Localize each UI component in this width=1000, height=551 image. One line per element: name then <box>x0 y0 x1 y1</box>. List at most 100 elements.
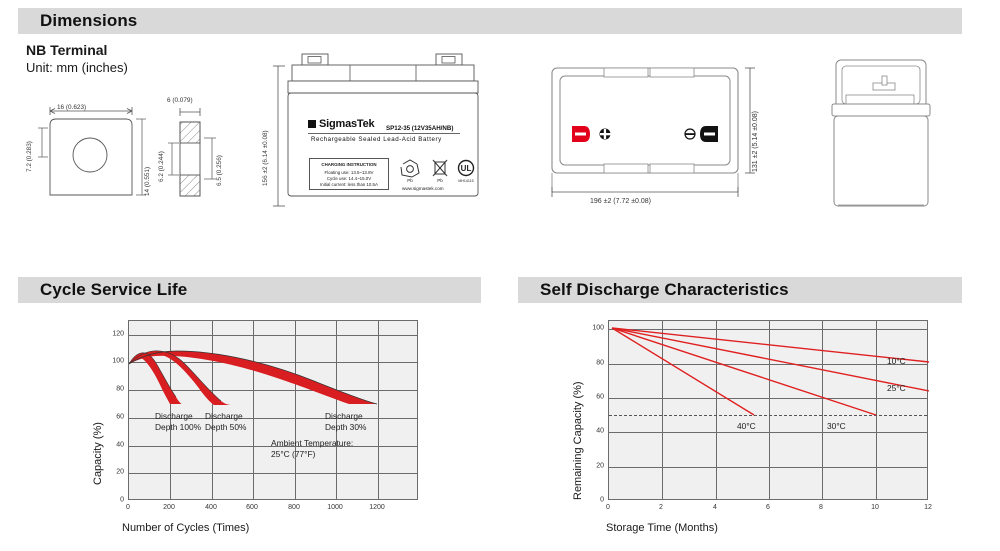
gridline-v <box>876 321 877 499</box>
xtick: 0 <box>606 504 610 511</box>
chart-self-discharge: 10°C 25°C 40°C 30°C 0 20 40 60 80 100 0 … <box>518 310 988 545</box>
ytick: 120 <box>112 330 124 338</box>
battery-subtitle: Rechargeable Sealed Lead-Acid Battery <box>311 136 442 143</box>
charging-instruction-title: CHARGING INSTRUCTION <box>321 162 377 167</box>
section-header-cycle-service-life: Cycle Service Life <box>18 277 481 303</box>
gridline-h <box>609 398 927 399</box>
xtick: 1000 <box>327 504 343 511</box>
annotation-dod-50: Discharge Depth 50% <box>205 411 247 432</box>
ytick: 20 <box>116 468 124 476</box>
terminal-thickness-dim: 6 (0.079) <box>167 97 193 104</box>
battery-website: www.sigmastek.com <box>402 186 444 191</box>
label-40c: 40°C <box>737 421 756 431</box>
line-25c <box>611 327 929 392</box>
gridline-h <box>129 446 417 447</box>
nb-terminal-heading: NB Terminal <box>26 42 108 58</box>
gridline-h <box>609 467 927 468</box>
xtick: 600 <box>246 504 258 511</box>
xtick: 800 <box>288 504 300 511</box>
battery-depth-dim: 131 ±2 (5.14 ±0.08) <box>752 110 759 172</box>
ytick: 80 <box>596 359 604 367</box>
xtick: 0 <box>126 504 130 511</box>
gridline-h <box>129 418 417 419</box>
section-title-cycle-service-life: Cycle Service Life <box>40 280 188 299</box>
gridline-v <box>769 321 770 499</box>
terminal-width-dim: 16 (0.623) <box>57 104 87 111</box>
gridline-h <box>129 335 417 336</box>
outline-dod-100 <box>129 352 177 398</box>
reference-line-50-percent <box>609 415 927 416</box>
section-title-dimensions: Dimensions <box>40 11 138 30</box>
battery-brand: SigmasTek <box>319 118 375 130</box>
ytick: 60 <box>596 393 604 401</box>
certification-marks: Pb Pb UL MH14115 <box>400 159 475 183</box>
svg-text:Pb: Pb <box>407 178 413 183</box>
charging-float-line: Floating use: 13.5~13.8V <box>324 170 374 175</box>
ytick: 100 <box>112 357 124 365</box>
terminal-inner-dim: 6.2 (0.244) <box>158 151 165 182</box>
section-header-dimensions: Dimensions <box>18 8 962 34</box>
battery-model: SP12-35 (12V35AH/NB) <box>386 125 454 132</box>
gridline-v <box>212 321 213 499</box>
xtick: 200 <box>163 504 175 511</box>
gridline-h <box>609 329 927 330</box>
battery-width-dim: 196 ±2 (7.72 ±0.08) <box>590 198 652 205</box>
label-25c: 25°C <box>887 383 906 393</box>
annotation-dod-30: Discharge Depth 30% <box>325 411 367 432</box>
ytick: 40 <box>596 427 604 435</box>
sigmastek-logo-mark <box>308 120 316 128</box>
ytick: 60 <box>116 413 124 421</box>
self-discharge-plot-area: 10°C 25°C 40°C 30°C <box>608 320 929 500</box>
xtick: 4 <box>713 504 717 511</box>
gridline-v <box>336 321 337 499</box>
xtick: 8 <box>819 504 823 511</box>
gridline-v <box>295 321 296 499</box>
terminal-side-view-drawing <box>168 108 216 197</box>
svg-text:MH14115: MH14115 <box>458 179 473 183</box>
charging-cycle-line: Cycle use: 14.4~15.0V <box>326 176 372 181</box>
chart-cycle-service-life: Discharge Depth 100% Discharge Depth 50%… <box>18 310 481 545</box>
battery-side-view-drawing <box>831 59 931 207</box>
ytick: 0 <box>120 496 124 504</box>
gridline-h <box>129 390 417 391</box>
gridline-v <box>662 321 663 499</box>
self-discharge-y-axis-title: Remaining Capacity (%) <box>572 381 584 500</box>
cycle-plot-area: Discharge Depth 100% Discharge Depth 50%… <box>128 320 418 500</box>
band-dod-50 <box>129 350 232 405</box>
xtick: 12 <box>924 504 932 511</box>
terminal-hole-offset-dim: 7.2 (0.283) <box>26 141 33 172</box>
cycle-x-axis-title: Number of Cycles (Times) <box>122 522 250 534</box>
ytick: 0 <box>600 496 604 504</box>
gridline-h <box>609 364 927 365</box>
ytick: 80 <box>116 385 124 393</box>
battery-top-view-drawing <box>551 67 755 197</box>
gridline-h <box>609 432 927 433</box>
terminal-outer-dim: 6.5 (0.256) <box>216 155 223 186</box>
charging-instruction-box: CHARGING INSTRUCTION Floating use: 13.5~… <box>309 158 389 190</box>
gridline-v <box>170 321 171 499</box>
section-header-self-discharge: Self Discharge Characteristics <box>518 277 962 303</box>
gridline-h <box>129 362 417 363</box>
band-dod-100 <box>129 352 182 404</box>
battery-height-dim: 156 ±2 (6.14 ±0.08) <box>262 130 269 186</box>
gridline-v <box>253 321 254 499</box>
outline-dod-30 <box>129 350 378 405</box>
unit-label: Unit: mm (inches) <box>26 60 128 75</box>
xtick: 6 <box>766 504 770 511</box>
charging-current-line: Initial current: less than 10.5A <box>320 182 378 187</box>
label-30c: 30°C <box>827 421 846 431</box>
xtick: 10 <box>871 504 879 511</box>
xtick: 2 <box>659 504 663 511</box>
gridline-v <box>822 321 823 499</box>
ytick: 20 <box>596 462 604 470</box>
cycle-y-axis-title: Capacity (%) <box>92 422 104 485</box>
annotation-dod-100: Discharge Depth 100% <box>155 411 202 432</box>
terminal-height-dim: 14 (0.551) <box>144 166 151 196</box>
line-30c <box>611 327 877 416</box>
terminal-front-view-drawing <box>38 107 146 196</box>
svg-text:UL: UL <box>461 164 472 173</box>
gridline-v <box>716 321 717 499</box>
ytick: 40 <box>116 441 124 449</box>
xtick: 1200 <box>369 504 385 511</box>
